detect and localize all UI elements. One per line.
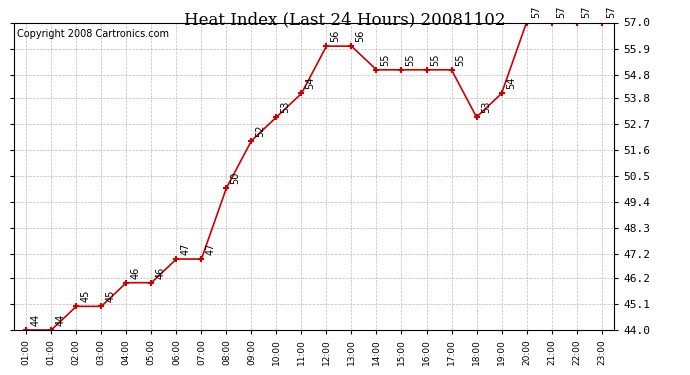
Text: 57: 57 <box>581 6 591 18</box>
Text: 57: 57 <box>555 6 566 18</box>
Text: 45: 45 <box>81 290 90 302</box>
Text: 47: 47 <box>181 243 190 255</box>
Text: 54: 54 <box>306 77 315 89</box>
Text: 56: 56 <box>331 30 341 42</box>
Text: 44: 44 <box>55 314 66 326</box>
Text: 56: 56 <box>355 30 366 42</box>
Text: Heat Index (Last 24 Hours) 20081102: Heat Index (Last 24 Hours) 20081102 <box>184 11 506 28</box>
Text: 50: 50 <box>230 171 241 184</box>
Text: 44: 44 <box>30 314 41 326</box>
Text: 45: 45 <box>106 290 115 302</box>
Text: 55: 55 <box>431 53 441 66</box>
Text: 46: 46 <box>155 266 166 279</box>
Text: 46: 46 <box>130 266 141 279</box>
Text: 55: 55 <box>455 53 466 66</box>
Text: Copyright 2008 Cartronics.com: Copyright 2008 Cartronics.com <box>17 28 169 39</box>
Text: 55: 55 <box>406 53 415 66</box>
Text: 47: 47 <box>206 243 215 255</box>
Text: 53: 53 <box>281 100 290 113</box>
Text: 54: 54 <box>506 77 515 89</box>
Text: 57: 57 <box>606 6 615 18</box>
Text: 57: 57 <box>531 6 541 18</box>
Text: 55: 55 <box>381 53 391 66</box>
Text: 53: 53 <box>481 100 491 113</box>
Text: 52: 52 <box>255 124 266 136</box>
